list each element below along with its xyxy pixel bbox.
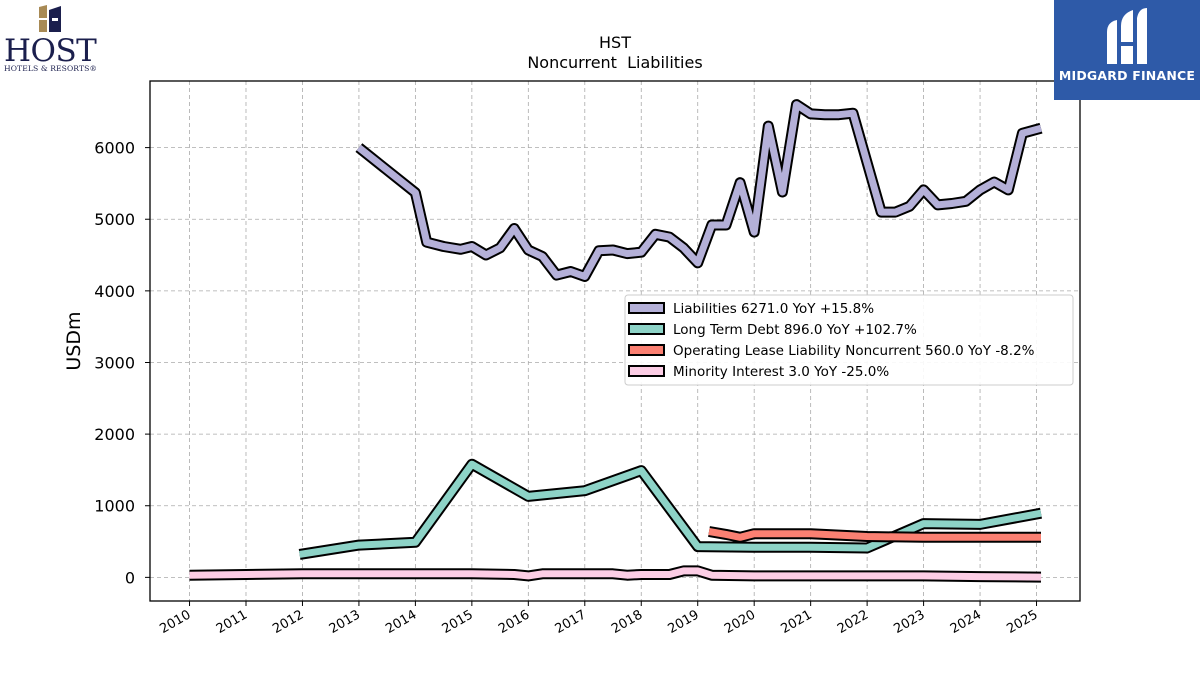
legend: Liabilities 6271.0 YoY +15.8% Long Term D…	[624, 294, 1074, 386]
host-logo: HOST HOTELS & RESORTS®	[4, 4, 104, 76]
y-tick-label: 3000	[94, 353, 135, 372]
legend-label-operating-lease-liability-noncurrent: Operating Lease Liability Noncurrent 560…	[673, 343, 1035, 359]
legend-label-long-term-debt: Long Term Debt 896.0 YoY +102.7%	[673, 322, 917, 338]
legend-label-minority-interest: Minority Interest 3.0 YoY -25.0%	[673, 364, 889, 380]
x-tick-label: 2017	[553, 607, 589, 637]
series-line-liabilities	[356, 101, 1042, 280]
x-tick-label: 2015	[440, 607, 476, 637]
series-lines	[189, 99, 1043, 583]
y-tick-label: 1000	[94, 497, 135, 516]
x-tick-label: 2025	[1004, 607, 1040, 637]
x-tick-label: 2018	[609, 607, 645, 637]
x-tick-label: 2012	[270, 607, 306, 637]
chart-subtitle: Noncurrent Liabilities	[527, 53, 702, 72]
plot-frame	[149, 80, 1081, 602]
series-line-operating-lease-liability-noncurrent	[708, 528, 1041, 541]
y-tick-label: 5000	[94, 210, 135, 229]
series-line-long-term-debt	[299, 460, 1042, 558]
y-tick-label: 6000	[94, 139, 135, 158]
legend-swatch-liabilities	[628, 302, 665, 314]
x-tick-label: 2020	[722, 607, 758, 637]
host-wordmark: HOST	[4, 33, 97, 69]
legend-swatch-minority-interest	[628, 365, 665, 377]
y-tick-label: 2000	[94, 425, 135, 444]
host-tagline: HOTELS & RESORTS®	[4, 64, 98, 73]
chart-title: HST	[599, 33, 631, 52]
legend-swatch-long-term-debt	[628, 323, 665, 335]
midgard-finance-wordmark: MIDGARD FINANCE	[1058, 68, 1196, 83]
legend-label-liabilities: Liabilities 6271.0 YoY +15.8%	[673, 301, 874, 317]
x-tick-label: 2016	[496, 607, 532, 637]
x-tick-label: 2021	[778, 607, 814, 637]
midgard-finance-logo: MIDGARD FINANCE	[1054, 0, 1200, 100]
y-tick-label: 0	[125, 568, 135, 587]
x-tick-label: 2013	[327, 607, 363, 637]
x-tick-label: 2023	[891, 607, 927, 637]
y-axis-label: USDm	[63, 311, 85, 370]
legend-swatch-operating-lease-liability-noncurrent	[628, 344, 665, 356]
x-tick-label: 2014	[383, 607, 419, 637]
x-tick-label: 2011	[214, 607, 250, 637]
series-line-minority-interest	[189, 567, 1042, 581]
x-tick-label: 2022	[835, 607, 871, 637]
y-tick-label: 4000	[94, 282, 135, 301]
x-tick-label: 2010	[157, 607, 193, 637]
host-emblem-icon	[39, 5, 61, 32]
x-tick-label: 2024	[948, 607, 984, 637]
x-tick-label: 2019	[666, 607, 702, 637]
legend-frame	[624, 294, 1074, 386]
midgard-emblem-icon	[1107, 8, 1147, 64]
